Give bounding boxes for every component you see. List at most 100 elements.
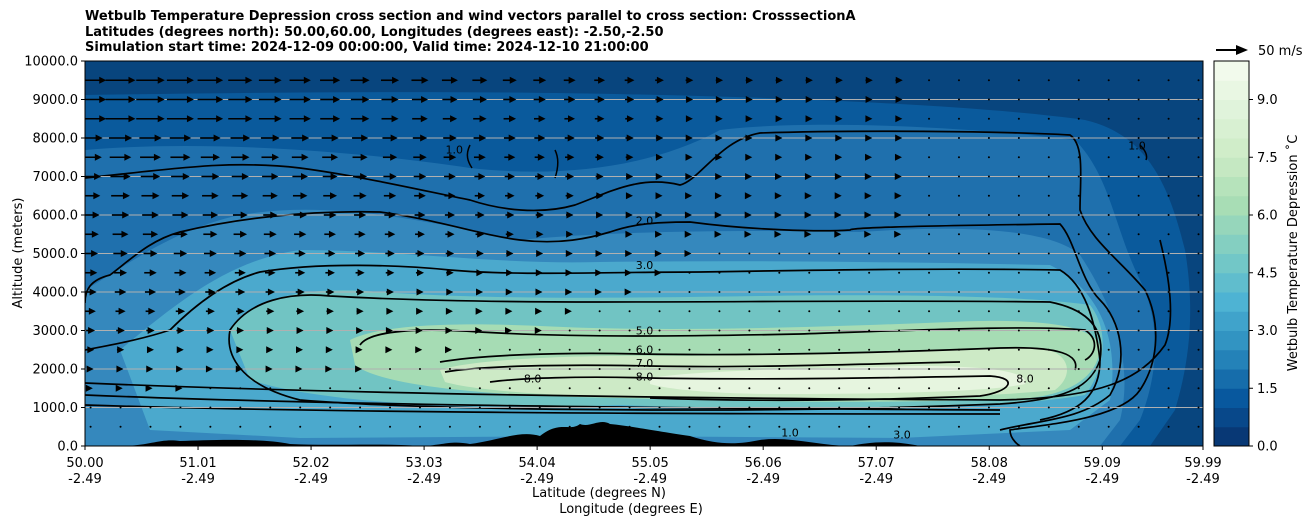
wind-vector bbox=[209, 387, 212, 390]
wind-vector bbox=[1137, 329, 1140, 332]
wind-vector bbox=[1137, 387, 1140, 390]
wind-vector bbox=[416, 307, 424, 315]
wind-vector bbox=[1197, 348, 1200, 351]
wind-vector bbox=[1017, 175, 1020, 178]
wind-vector bbox=[143, 250, 158, 257]
wind-vector bbox=[748, 348, 751, 351]
wind-vector bbox=[987, 117, 990, 120]
wind-vector bbox=[166, 96, 194, 103]
wind-vector bbox=[1167, 252, 1170, 255]
wind-vector bbox=[206, 327, 215, 334]
wind-vector bbox=[203, 250, 217, 257]
wind-vector bbox=[446, 269, 454, 277]
x-tick-label-lat: 57.07 bbox=[858, 456, 895, 471]
wind-vector bbox=[359, 425, 362, 428]
wind-vector bbox=[987, 368, 990, 370]
wind-vector bbox=[868, 252, 871, 255]
wind-vector bbox=[236, 307, 245, 315]
wind-vector bbox=[140, 153, 161, 161]
wind-vector bbox=[778, 368, 781, 370]
wind-key: 50 m/s bbox=[1216, 44, 1303, 59]
wind-vector bbox=[774, 230, 782, 238]
wind-vector bbox=[415, 327, 423, 334]
wind-vector bbox=[745, 96, 753, 103]
wind-vector bbox=[957, 137, 960, 139]
wind-vector bbox=[1017, 271, 1020, 274]
wind-vector bbox=[957, 348, 960, 351]
wind-vector bbox=[269, 387, 272, 390]
wind-vector bbox=[655, 230, 663, 238]
wind-vector bbox=[1197, 291, 1200, 293]
wind-vector bbox=[718, 271, 721, 274]
wind-vector bbox=[325, 346, 333, 354]
wind-vector bbox=[145, 307, 156, 315]
wind-vector bbox=[322, 153, 339, 161]
wind-vector bbox=[835, 76, 843, 84]
wind-vector bbox=[411, 96, 429, 103]
wind-vector bbox=[928, 291, 931, 293]
wind-vector bbox=[535, 192, 545, 200]
wind-vector bbox=[715, 96, 723, 103]
wind-vector bbox=[266, 307, 275, 315]
wind-vector bbox=[957, 98, 960, 101]
wind-vector bbox=[508, 387, 511, 390]
wind-vector bbox=[628, 425, 631, 428]
wind-vector bbox=[745, 173, 753, 180]
wind-vector bbox=[149, 406, 152, 409]
wind-vector bbox=[142, 230, 159, 238]
wind-vector bbox=[568, 406, 571, 409]
wind-vector bbox=[384, 211, 396, 219]
wind-vector bbox=[804, 211, 812, 219]
wind-vector bbox=[1047, 252, 1050, 255]
wind-vector bbox=[415, 269, 425, 277]
wind-vector bbox=[805, 115, 813, 123]
wind-vector bbox=[928, 406, 931, 409]
colorbar-tick-label: 4.5 bbox=[1257, 266, 1278, 281]
wind-vector bbox=[504, 153, 516, 161]
wind-vector bbox=[176, 346, 184, 354]
wind-vector bbox=[655, 173, 663, 180]
contour-upper-right bbox=[1139, 144, 1148, 161]
colorbar-band bbox=[1214, 388, 1249, 408]
wind-vector bbox=[445, 327, 453, 334]
wind-vector bbox=[715, 173, 723, 180]
contour-label: 6.0 bbox=[636, 344, 654, 357]
contour-label: 8.0 bbox=[636, 371, 654, 384]
wind-vector bbox=[598, 387, 601, 390]
wind-vector bbox=[715, 153, 723, 161]
wind-vector bbox=[105, 76, 136, 84]
x-tick-label-lat: 58.08 bbox=[971, 456, 1008, 471]
wind-vector bbox=[239, 425, 242, 428]
wind-vector bbox=[505, 230, 514, 238]
wind-vector bbox=[355, 365, 363, 373]
wind-key-arrow-icon bbox=[1236, 45, 1248, 55]
wind-vector bbox=[894, 153, 902, 161]
wind-vector bbox=[598, 368, 601, 370]
wind-vector bbox=[688, 368, 691, 370]
wind-vector bbox=[957, 368, 960, 370]
wind-vector bbox=[1107, 137, 1110, 139]
wind-vector bbox=[957, 425, 960, 428]
wind-vector bbox=[1047, 175, 1050, 178]
wind-vector bbox=[868, 368, 871, 370]
wind-vector bbox=[1167, 406, 1170, 409]
wind-vector bbox=[116, 346, 125, 354]
contour-low-2 bbox=[85, 394, 1001, 411]
wind-vector bbox=[834, 230, 842, 238]
wind-vector bbox=[655, 115, 664, 123]
wind-vector bbox=[324, 230, 336, 238]
wind-vector bbox=[85, 307, 96, 315]
wind-vector bbox=[1137, 137, 1140, 139]
wind-vector bbox=[1077, 175, 1080, 178]
wind-vector bbox=[1077, 329, 1080, 332]
wind-vector bbox=[688, 329, 691, 332]
wind-vector bbox=[389, 387, 392, 390]
wind-vector bbox=[506, 269, 514, 277]
wind-vector bbox=[1017, 387, 1020, 390]
wind-vector bbox=[535, 269, 543, 277]
wind-vector bbox=[778, 252, 781, 255]
wind-vector bbox=[354, 211, 367, 219]
x-tick-label-lon: -2.49 bbox=[294, 472, 328, 487]
wind-vector bbox=[1107, 233, 1110, 236]
wind-vector bbox=[325, 288, 335, 296]
